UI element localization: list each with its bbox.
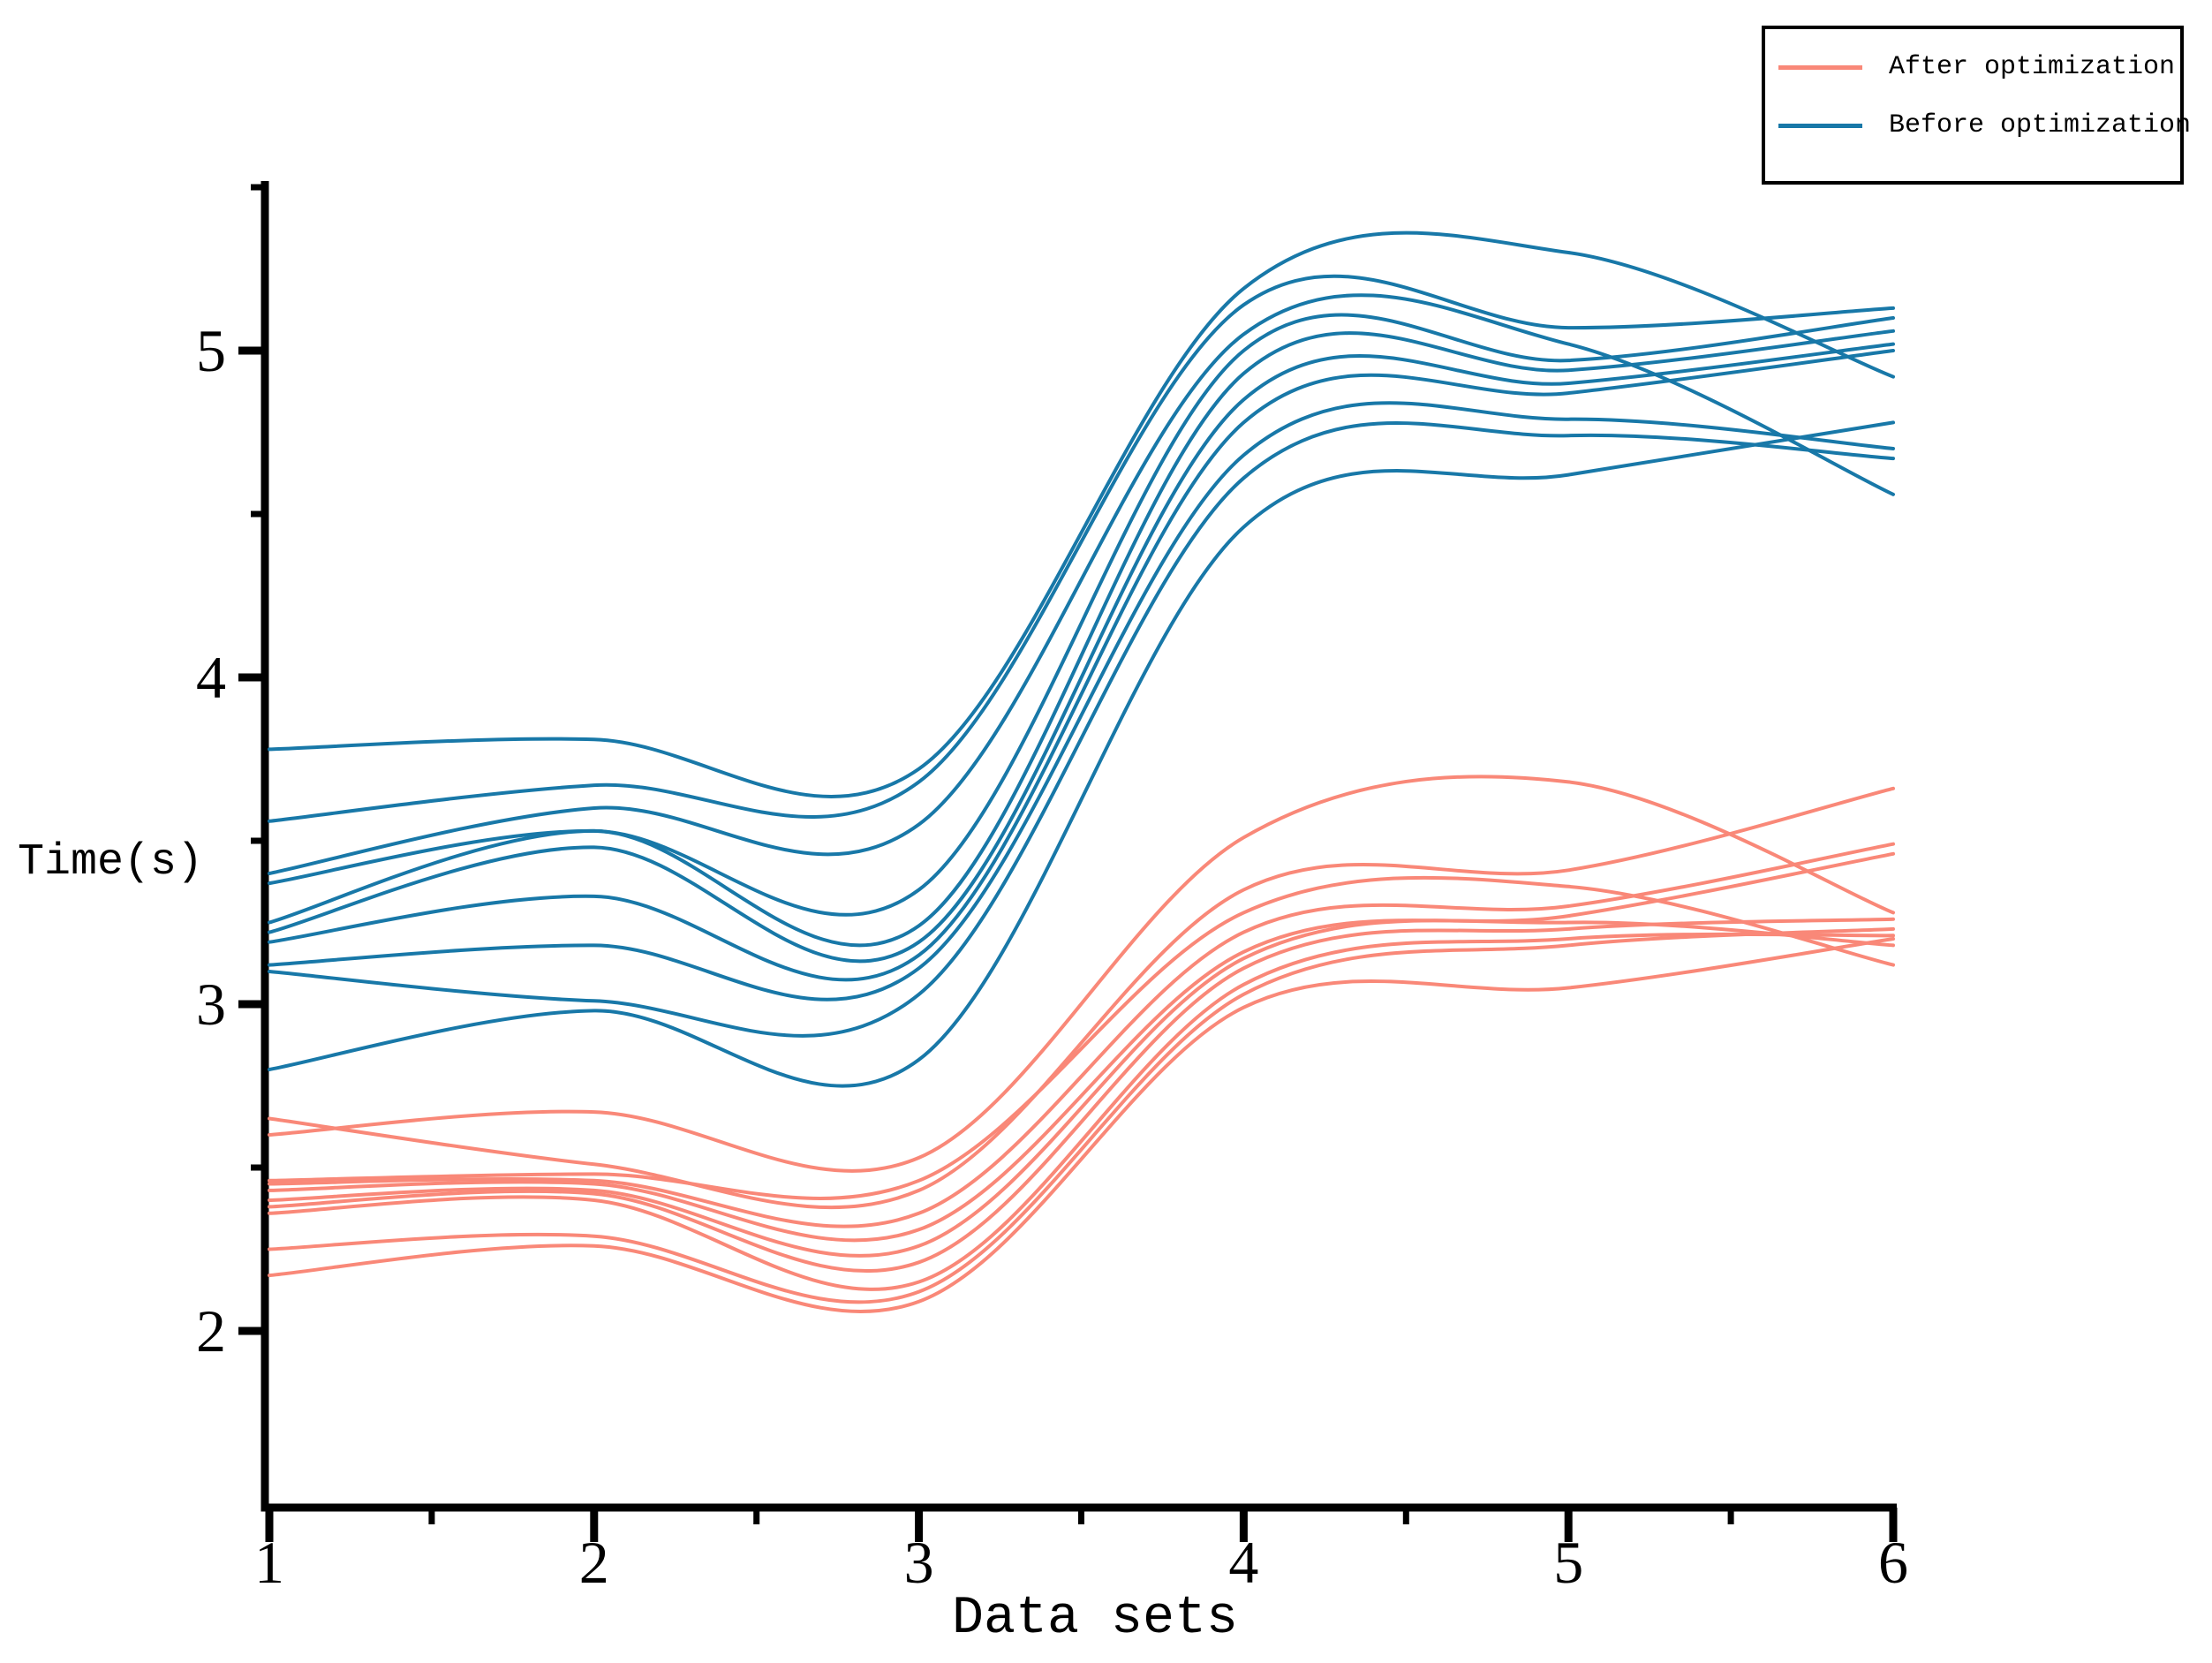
x-tick-label: 6 — [1878, 1529, 1908, 1596]
series-line-before — [268, 293, 1895, 875]
y-tick-label: 4 — [196, 644, 226, 711]
series-line-before — [268, 231, 1895, 798]
series-line-after — [268, 917, 1895, 1273]
x-tick-label: 2 — [579, 1529, 609, 1596]
x-tick-label: 1 — [254, 1529, 284, 1596]
series-line-after — [268, 875, 1895, 1200]
series-line-before — [268, 420, 1895, 1038]
before-optimization-line-swatch — [1778, 123, 1862, 128]
x-tick-label: 5 — [1553, 1529, 1583, 1596]
y-tick-label: 3 — [196, 971, 226, 1038]
series-line-before — [268, 274, 1895, 823]
after-optimization-line-swatch — [1778, 64, 1862, 70]
axis-spines — [260, 181, 1897, 1512]
series-line-after — [268, 932, 1895, 1291]
y-tick-label: 5 — [196, 317, 226, 384]
series-line-before — [268, 329, 1895, 948]
series-line-before — [268, 342, 1895, 964]
x-tick-label: 3 — [904, 1529, 934, 1596]
x-tick-label: 4 — [1228, 1529, 1258, 1596]
series-line-after — [268, 937, 1895, 1314]
series-line-before — [268, 313, 1895, 917]
legend-label-after: After optimization — [1889, 52, 2176, 82]
y-tick-label: 2 — [196, 1297, 226, 1364]
series-line-after — [268, 786, 1895, 1210]
legend-label-before: Before optimization — [1889, 110, 2192, 140]
series-line-before — [268, 349, 1895, 982]
series-line-after — [268, 842, 1895, 1228]
legend-item-before: Before optimization — [1778, 105, 2191, 146]
legend-item-after: After optimization — [1778, 47, 2180, 87]
series-line-after — [268, 918, 1895, 1258]
series-line-before — [268, 401, 1895, 1002]
y-axis-label: Time(s) — [18, 837, 204, 888]
series-line-before — [268, 420, 1895, 1088]
x-axis-label: Data sets — [952, 1589, 1239, 1649]
series-line-after — [268, 926, 1895, 1304]
series-line-after — [268, 851, 1895, 1243]
legend: After optimization Before optimization — [1762, 26, 2191, 185]
series-line-after — [268, 775, 1895, 1173]
